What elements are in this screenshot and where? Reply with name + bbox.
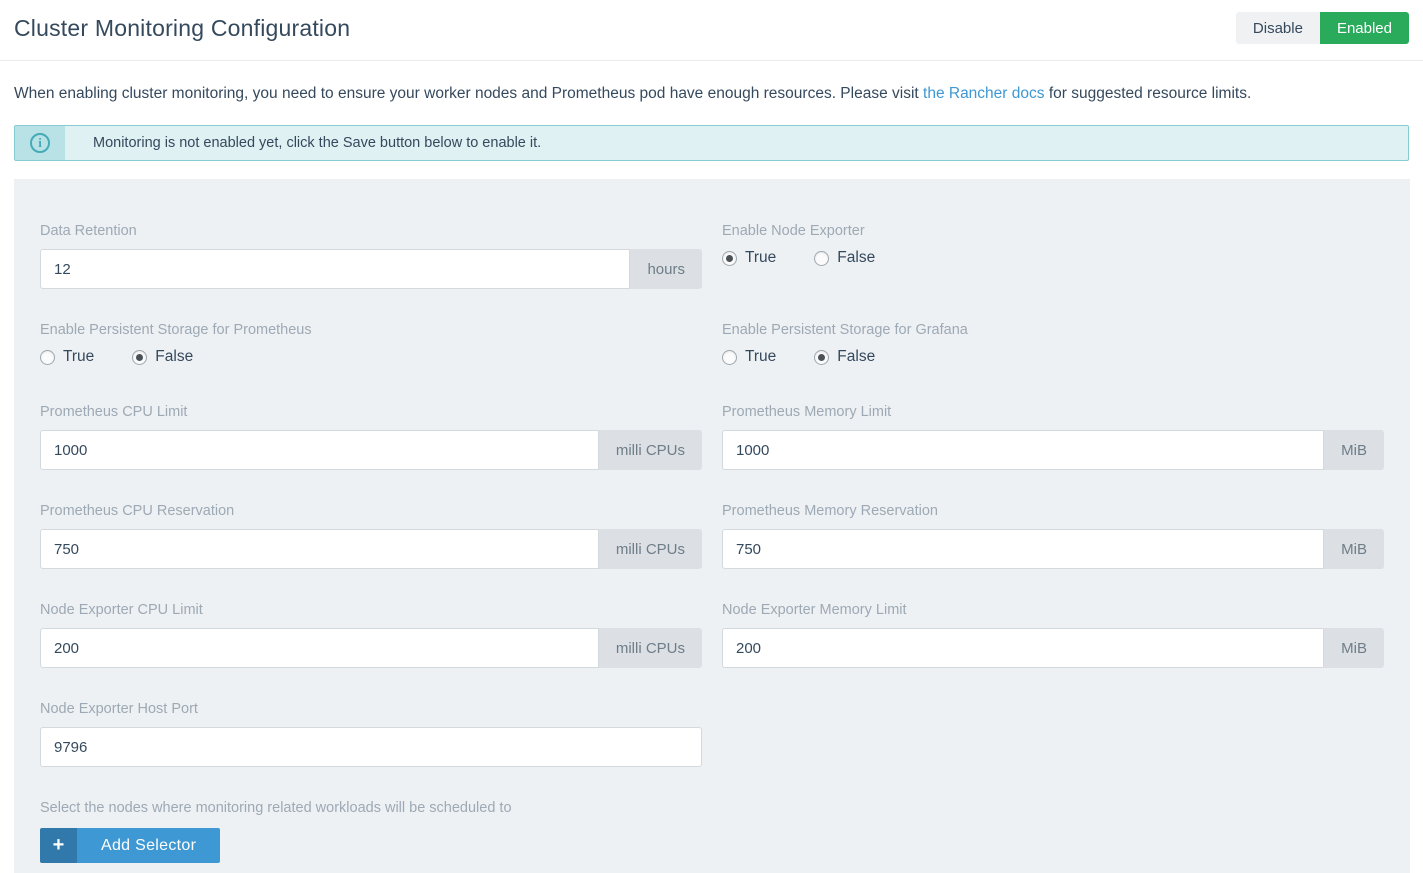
description-after: for suggested resource limits. bbox=[1044, 85, 1252, 102]
persistent-grafana-true-option[interactable]: True bbox=[722, 348, 776, 366]
node-exporter-memory-limit-addon: MiB bbox=[1324, 628, 1384, 668]
field-prometheus-memory-limit: Prometheus Memory Limit MiB bbox=[722, 404, 1384, 470]
enabled-button[interactable]: Enabled bbox=[1319, 12, 1409, 44]
disable-button[interactable]: Disable bbox=[1235, 12, 1320, 44]
radio-option-label: False bbox=[837, 348, 876, 365]
monitoring-config-form: Data Retention hours Enable Node Exporte… bbox=[14, 179, 1410, 873]
enable-node-exporter-radio-group: True False bbox=[722, 249, 1384, 267]
form-row-5: Node Exporter CPU Limit milli CPUs Node … bbox=[40, 602, 1384, 668]
radio-icon[interactable] bbox=[40, 349, 55, 365]
prometheus-memory-limit-input-group: MiB bbox=[722, 430, 1384, 470]
node-exporter-cpu-limit-input[interactable] bbox=[40, 628, 599, 668]
field-prometheus-memory-reservation: Prometheus Memory Reservation MiB bbox=[722, 503, 1384, 569]
node-exporter-memory-limit-label: Node Exporter Memory Limit bbox=[722, 602, 907, 618]
prometheus-memory-limit-addon: MiB bbox=[1324, 430, 1384, 470]
field-node-exporter-host-port: Node Exporter Host Port bbox=[40, 701, 702, 767]
radio-option-label: True bbox=[63, 348, 95, 365]
enable-node-exporter-label: Enable Node Exporter bbox=[722, 223, 865, 239]
radio-icon[interactable] bbox=[722, 349, 737, 365]
prometheus-cpu-limit-label: Prometheus CPU Limit bbox=[40, 404, 188, 420]
info-banner: i Monitoring is not enabled yet, click t… bbox=[14, 125, 1409, 161]
data-retention-addon: hours bbox=[630, 249, 702, 289]
monitoring-toggle-group: Disable Enabled bbox=[1235, 12, 1409, 44]
add-selector-button[interactable]: + Add Selector bbox=[40, 828, 221, 863]
radio-icon[interactable] bbox=[132, 349, 148, 365]
description-before: When enabling cluster monitoring, you ne… bbox=[14, 85, 924, 102]
form-row-3: Prometheus CPU Limit milli CPUs Promethe… bbox=[40, 404, 1384, 470]
persistent-prometheus-radio-group: True False bbox=[40, 348, 702, 366]
node-exporter-memory-limit-input[interactable] bbox=[722, 628, 1325, 668]
node-exporter-host-port-label: Node Exporter Host Port bbox=[40, 701, 198, 717]
radio-icon[interactable] bbox=[814, 250, 830, 266]
radio-option-label: True bbox=[745, 348, 777, 365]
prometheus-cpu-reservation-input[interactable] bbox=[40, 529, 599, 569]
page-title: Cluster Monitoring Configuration bbox=[14, 14, 351, 41]
field-prometheus-cpu-limit: Prometheus CPU Limit milli CPUs bbox=[40, 404, 702, 470]
info-banner-icon-box: i bbox=[15, 126, 65, 160]
prometheus-cpu-limit-input-group: milli CPUs bbox=[40, 430, 702, 470]
prometheus-memory-reservation-label: Prometheus Memory Reservation bbox=[722, 503, 938, 519]
persistent-grafana-false-option[interactable]: False bbox=[814, 348, 875, 366]
radio-icon[interactable] bbox=[814, 349, 830, 365]
field-persistent-grafana: Enable Persistent Storage for Grafana Tr… bbox=[722, 322, 1384, 366]
field-node-exporter-cpu-limit: Node Exporter CPU Limit milli CPUs bbox=[40, 602, 702, 668]
enable-node-exporter-false-option[interactable]: False bbox=[814, 249, 875, 267]
field-data-retention: Data Retention hours bbox=[40, 223, 702, 289]
node-exporter-host-port-input-group bbox=[40, 727, 702, 767]
prometheus-memory-limit-input[interactable] bbox=[722, 430, 1325, 470]
enable-node-exporter-true-option[interactable]: True bbox=[722, 249, 776, 267]
field-prometheus-cpu-reservation: Prometheus CPU Reservation milli CPUs bbox=[40, 503, 702, 569]
info-banner-text: Monitoring is not enabled yet, click the… bbox=[93, 135, 542, 151]
prometheus-memory-reservation-input[interactable] bbox=[722, 529, 1325, 569]
field-persistent-prometheus: Enable Persistent Storage for Prometheus… bbox=[40, 322, 702, 366]
prometheus-cpu-limit-addon: milli CPUs bbox=[598, 430, 702, 470]
persistent-prometheus-true-option[interactable]: True bbox=[40, 348, 94, 366]
prometheus-cpu-reservation-addon: milli CPUs bbox=[598, 529, 702, 569]
node-selector-help-text: Select the nodes where monitoring relate… bbox=[40, 800, 512, 816]
radio-option-label: False bbox=[155, 348, 194, 365]
persistent-prometheus-false-option[interactable]: False bbox=[132, 348, 193, 366]
rancher-docs-link[interactable]: the Rancher docs bbox=[923, 85, 1045, 102]
prometheus-memory-reservation-input-group: MiB bbox=[722, 529, 1384, 569]
empty-column bbox=[722, 701, 1384, 767]
description-text: When enabling cluster monitoring, you ne… bbox=[14, 82, 1409, 105]
form-row-1: Data Retention hours Enable Node Exporte… bbox=[40, 223, 1384, 289]
persistent-prometheus-label: Enable Persistent Storage for Prometheus bbox=[40, 322, 312, 338]
info-icon: i bbox=[30, 133, 50, 153]
persistent-grafana-radio-group: True False bbox=[722, 348, 1384, 366]
prometheus-cpu-limit-input[interactable] bbox=[40, 430, 599, 470]
prometheus-cpu-reservation-input-group: milli CPUs bbox=[40, 529, 702, 569]
page-header: Cluster Monitoring Configuration Disable… bbox=[0, 0, 1423, 60]
data-retention-input-group: hours bbox=[40, 249, 702, 289]
field-enable-node-exporter: Enable Node Exporter True False bbox=[722, 223, 1384, 289]
form-row-2: Enable Persistent Storage for Prometheus… bbox=[40, 322, 1384, 366]
node-selector-section: Select the nodes where monitoring relate… bbox=[40, 800, 1384, 863]
data-retention-input[interactable] bbox=[40, 249, 631, 289]
plus-icon: + bbox=[40, 828, 77, 863]
node-exporter-cpu-limit-input-group: milli CPUs bbox=[40, 628, 702, 668]
prometheus-memory-reservation-addon: MiB bbox=[1324, 529, 1384, 569]
add-selector-button-label: Add Selector bbox=[77, 828, 221, 863]
radio-icon[interactable] bbox=[722, 250, 737, 266]
node-exporter-host-port-input[interactable] bbox=[40, 727, 702, 767]
node-exporter-memory-limit-input-group: MiB bbox=[722, 628, 1384, 668]
node-exporter-cpu-limit-addon: milli CPUs bbox=[598, 628, 702, 668]
form-row-4: Prometheus CPU Reservation milli CPUs Pr… bbox=[40, 503, 1384, 569]
form-row-6: Node Exporter Host Port bbox=[40, 701, 1384, 767]
data-retention-label: Data Retention bbox=[40, 223, 137, 239]
persistent-grafana-label: Enable Persistent Storage for Grafana bbox=[722, 322, 968, 338]
radio-option-label: True bbox=[745, 249, 777, 266]
node-exporter-cpu-limit-label: Node Exporter CPU Limit bbox=[40, 602, 203, 618]
header-divider bbox=[0, 60, 1423, 61]
field-node-exporter-memory-limit: Node Exporter Memory Limit MiB bbox=[722, 602, 1384, 668]
radio-option-label: False bbox=[837, 249, 876, 266]
prometheus-memory-limit-label: Prometheus Memory Limit bbox=[722, 404, 892, 420]
prometheus-cpu-reservation-label: Prometheus CPU Reservation bbox=[40, 503, 235, 519]
